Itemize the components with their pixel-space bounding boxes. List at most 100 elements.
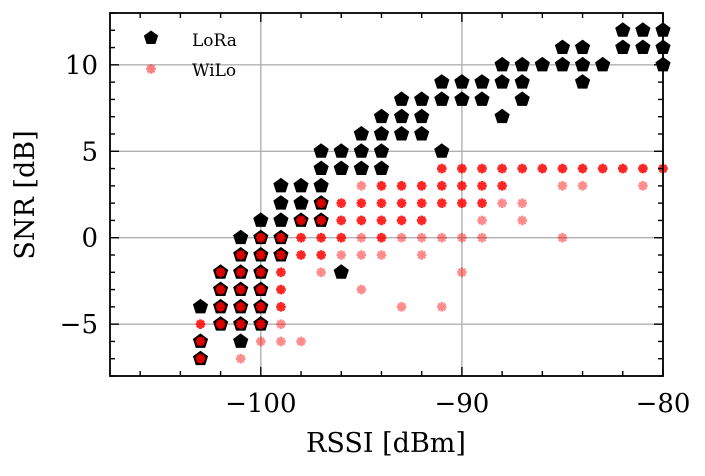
- wilo-point-faint: [577, 181, 588, 191]
- lora-point: [353, 160, 369, 176]
- lora-point: [514, 91, 530, 106]
- wilo-point: [617, 163, 628, 174]
- lora-point: [414, 91, 430, 106]
- lora-point: [494, 56, 510, 72]
- wilo-point-faint: [517, 198, 528, 208]
- lora-point: [273, 177, 289, 193]
- wilo-point: [597, 163, 608, 174]
- lora-point: [313, 143, 329, 158]
- wilo-point: [336, 232, 347, 243]
- wilo-point-faint: [638, 181, 648, 191]
- wilo-point: [215, 319, 226, 329]
- lora-point: [434, 74, 450, 89]
- wilo-point: [195, 319, 206, 329]
- legend-label-wilo: WiLo: [192, 61, 236, 81]
- wilo-point: [356, 215, 367, 226]
- wilo-point-faint: [416, 232, 427, 243]
- wilo-point: [437, 198, 447, 208]
- wilo-point: [235, 319, 246, 329]
- lora-point: [333, 264, 349, 279]
- wilo-point: [537, 163, 548, 174]
- wilo-point: [336, 215, 347, 226]
- x-axis-label: RSSI [dBm]: [306, 428, 466, 459]
- wilo-point-faint: [235, 353, 246, 364]
- wilo-point-faint: [256, 336, 266, 347]
- wilo-point: [276, 250, 286, 260]
- legend-label-lora: LoRa: [192, 31, 237, 51]
- x-tick-label: −80: [636, 389, 691, 419]
- x-tick-label: −90: [434, 389, 489, 419]
- wilo-point: [256, 267, 266, 278]
- wilo-point: [396, 215, 407, 226]
- wilo-point-faint: [437, 232, 447, 243]
- lora-point: [494, 108, 510, 124]
- wilo-point-faint: [477, 232, 487, 243]
- wilo-point-faint: [276, 319, 286, 329]
- wilo-point: [477, 163, 487, 174]
- lora-point: [313, 160, 329, 176]
- wilo-point: [235, 302, 246, 312]
- wilo-point: [638, 163, 648, 174]
- lora-point: [615, 39, 631, 55]
- y-tick-label: −5: [60, 310, 98, 340]
- wilo-point-faint: [437, 302, 447, 312]
- lora-point: [414, 126, 430, 141]
- wilo-point-faint: [356, 181, 367, 191]
- wilo-point: [316, 215, 326, 226]
- lora-point: [373, 108, 390, 124]
- wilo-point: [457, 163, 467, 174]
- lora-point: [293, 177, 309, 193]
- lora-point: [333, 160, 349, 176]
- lora-point: [454, 91, 470, 106]
- wilo-point: [497, 181, 507, 191]
- wilo-point: [256, 319, 266, 329]
- wilo-point-faint: [396, 302, 407, 312]
- lora-point: [635, 39, 651, 55]
- wilo-point-faint: [497, 198, 507, 208]
- lora-point: [414, 108, 430, 124]
- lora-point: [554, 39, 571, 55]
- wilo-point: [296, 215, 306, 226]
- axis-ticks: [110, 12, 664, 377]
- lora-point: [454, 74, 470, 89]
- wilo-point-faint: [336, 250, 347, 260]
- wilo-point: [215, 267, 226, 278]
- lora-point: [514, 74, 530, 89]
- wilo-point: [517, 163, 528, 174]
- lora-point: [253, 212, 269, 227]
- lora-point: [353, 143, 369, 158]
- wilo-point-faint: [356, 284, 367, 295]
- wilo-point: [256, 232, 266, 243]
- wilo-point-faint: [557, 181, 568, 191]
- wilo-point-faint: [376, 250, 387, 260]
- lora-point: [474, 91, 490, 106]
- legend-wilo-icon: [146, 64, 156, 74]
- lora-point: [273, 195, 289, 210]
- y-tick-label: 5: [81, 137, 98, 167]
- wilo-point: [195, 336, 206, 347]
- lora-point: [313, 177, 329, 193]
- wilo-point: [557, 163, 568, 174]
- lora-point: [615, 22, 631, 37]
- wilo-point: [316, 250, 326, 260]
- wilo-point-faint: [356, 250, 367, 260]
- wilo-point: [376, 215, 387, 226]
- wilo-point: [256, 250, 266, 260]
- wilo-point: [256, 302, 266, 312]
- lora-point: [393, 126, 410, 141]
- x-tick-label: −100: [225, 389, 296, 419]
- wilo-point: [316, 198, 326, 208]
- lora-point: [494, 74, 510, 89]
- lora-point: [514, 56, 530, 72]
- lora-point: [353, 126, 369, 141]
- lora-point: [393, 91, 410, 106]
- wilo-point: [235, 267, 246, 278]
- wilo-point-faint: [517, 215, 528, 226]
- wilo-point-faint: [396, 232, 407, 243]
- lora-point: [233, 229, 249, 245]
- lora-point: [574, 39, 591, 55]
- y-tick-label: 10: [65, 51, 98, 81]
- lora-point: [373, 143, 390, 158]
- wilo-point: [235, 250, 246, 260]
